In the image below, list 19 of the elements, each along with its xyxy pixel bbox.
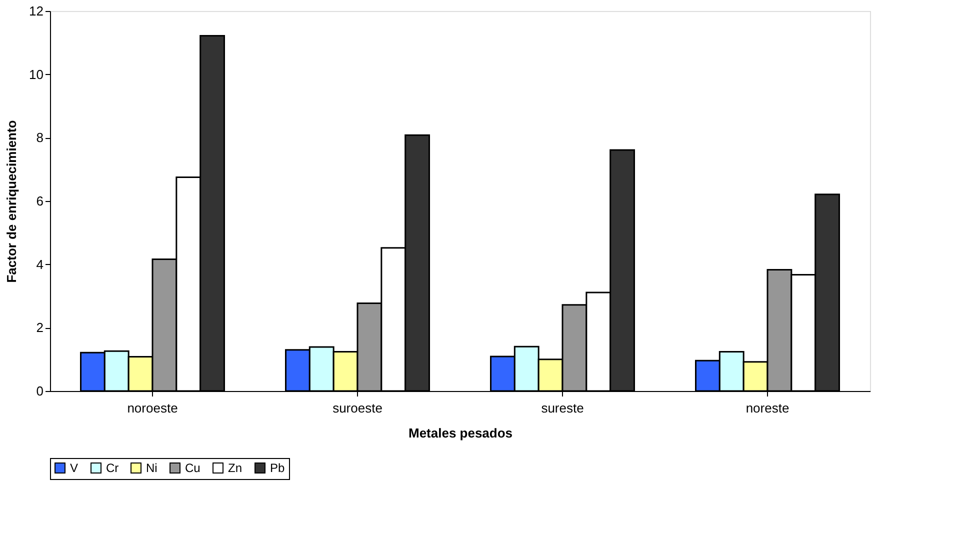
x-axis-title: Metales pesados [408,426,513,440]
y-tick-label: 10 [29,66,44,82]
y-tick-label: 12 [29,4,44,18]
x-tick-label: noroeste [127,400,178,416]
legend-label: Ni [146,461,158,475]
legend-label: Zn [228,461,242,475]
legend-label: Pb [270,461,286,475]
legend-label: Cu [185,461,200,475]
x-tick-label: sureste [541,400,584,416]
y-axis-title: Factor de enriquecimiento [4,120,20,283]
legend-label: V [70,461,78,475]
y-tick-label: 0 [36,384,44,398]
y-tick-label: 8 [36,130,44,146]
y-tick-label: 2 [36,320,44,336]
legend-label: Cr [106,461,119,475]
y-tick-label: 4 [36,256,44,272]
x-tick-label: suroeste [332,400,382,416]
y-tick-label: 6 [36,194,44,208]
x-tick-label: noreste [746,400,790,416]
